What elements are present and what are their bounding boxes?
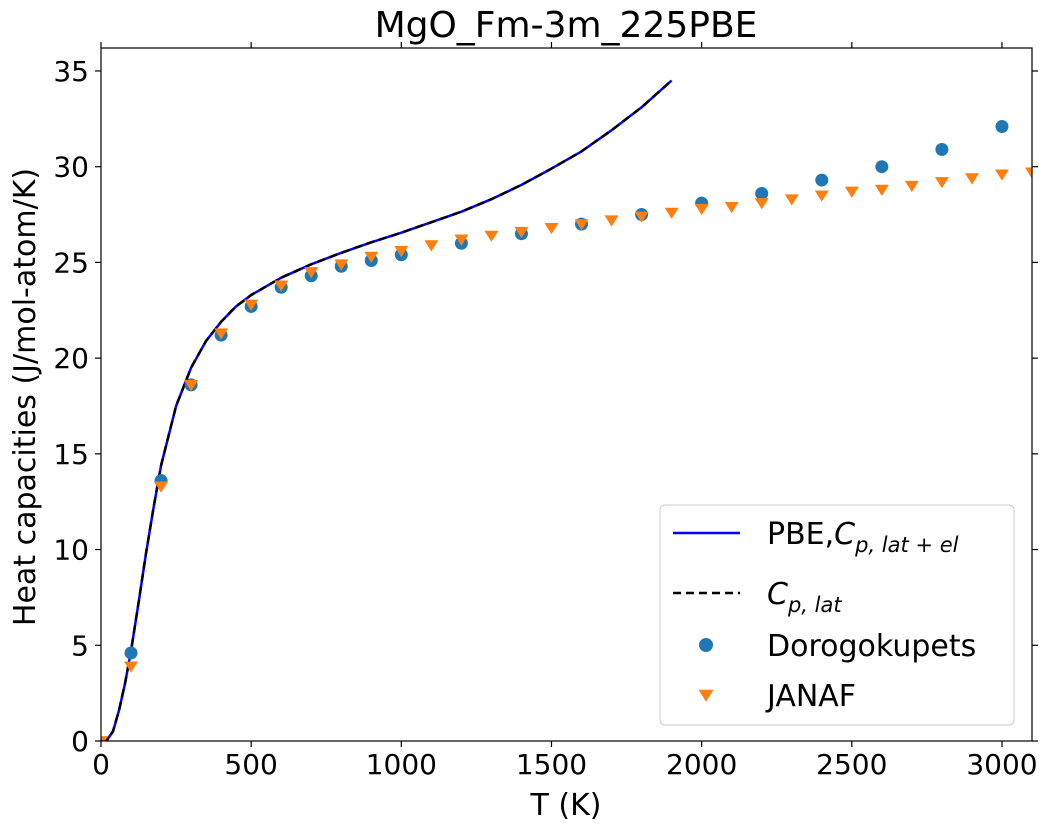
legend-swatch-janaf bbox=[698, 689, 714, 702]
janaf-point bbox=[244, 299, 259, 311]
janaf-point bbox=[101, 736, 108, 741]
legend-label-pbe: PBE,Cp, lat + el bbox=[767, 517, 959, 557]
y-tick-label: 20 bbox=[53, 342, 89, 375]
series-line-pbe bbox=[101, 79, 673, 741]
janaf-point bbox=[304, 267, 319, 279]
janaf-point bbox=[994, 169, 1009, 181]
plot-frame bbox=[100, 47, 1033, 742]
janaf-point bbox=[694, 203, 709, 216]
x-tick-label: 3000 bbox=[966, 748, 1037, 781]
x-tick-label: 2000 bbox=[666, 748, 737, 781]
dorogokupets-point bbox=[755, 186, 769, 200]
janaf-point bbox=[874, 184, 889, 196]
x-axis-label: T (K) bbox=[530, 788, 602, 823]
dorogokupets-point bbox=[815, 173, 829, 187]
y-tick-label: 0 bbox=[71, 725, 89, 758]
x-tick-label: 500 bbox=[224, 748, 277, 781]
legend: PBE,Cp, lat + el Cp, lat Dorogokupets JANAF bbox=[659, 504, 1015, 726]
janaf-point bbox=[124, 661, 139, 673]
janaf-point bbox=[964, 173, 979, 185]
y-tick-label: 30 bbox=[53, 151, 89, 184]
x-tick-label: 0 bbox=[92, 748, 110, 781]
series-line-cp-lat bbox=[101, 79, 673, 741]
janaf-point bbox=[484, 230, 499, 242]
janaf-point bbox=[544, 223, 559, 235]
janaf-point bbox=[364, 251, 379, 263]
y-axis-label: Heat capacities (J/mol-atom/K) bbox=[8, 168, 43, 626]
y-tick-label: 15 bbox=[53, 438, 89, 471]
legend-box bbox=[659, 504, 1015, 726]
y-tick-label: 10 bbox=[53, 534, 89, 567]
janaf-point bbox=[634, 211, 649, 223]
janaf-point bbox=[514, 226, 529, 239]
janaf-point bbox=[844, 186, 859, 198]
janaf-point bbox=[664, 207, 679, 219]
janaf-point bbox=[184, 380, 199, 392]
janaf-point bbox=[334, 259, 349, 271]
dorogokupets-point bbox=[875, 160, 889, 174]
janaf-point bbox=[274, 280, 289, 292]
plot-area bbox=[101, 79, 1032, 741]
dorogokupets-point bbox=[124, 646, 138, 660]
janaf-point bbox=[1025, 167, 1032, 179]
janaf-point bbox=[214, 328, 229, 340]
janaf-point bbox=[604, 215, 619, 227]
chart-title: MgO_Fm-3m_225PBE bbox=[375, 5, 758, 46]
janaf-point bbox=[784, 194, 799, 206]
janaf-point bbox=[904, 180, 919, 193]
y-tick-label: 35 bbox=[53, 55, 89, 88]
janaf-point bbox=[454, 234, 469, 246]
janaf-point bbox=[724, 201, 739, 214]
dorogokupets-point bbox=[935, 142, 949, 156]
y-tick-label: 5 bbox=[71, 629, 89, 662]
janaf-point bbox=[814, 190, 829, 202]
legend-swatch-dorogokupets bbox=[699, 638, 713, 652]
axes: 0 500 1000 1500 2000 2500 3000 0 5 10 15 20 25 30 35 bbox=[53, 42, 1038, 781]
x-tick-label: 1000 bbox=[366, 748, 437, 781]
x-tick-label: 2500 bbox=[816, 748, 887, 781]
series-group bbox=[101, 79, 1032, 741]
legend-label-dorogokupets: Dorogokupets bbox=[767, 629, 976, 664]
x-tick-label: 1500 bbox=[516, 748, 587, 781]
janaf-point bbox=[574, 219, 589, 231]
janaf-point bbox=[754, 198, 769, 210]
janaf-point bbox=[154, 481, 169, 493]
legend-label-cp-lat: Cp, lat bbox=[767, 577, 842, 617]
legend-label-janaf: JANAF bbox=[765, 679, 856, 714]
y-tick-label: 25 bbox=[53, 246, 89, 279]
janaf-point bbox=[394, 246, 409, 258]
janaf-point bbox=[934, 177, 949, 189]
janaf-point bbox=[424, 240, 439, 252]
dorogokupets-point bbox=[995, 119, 1009, 133]
